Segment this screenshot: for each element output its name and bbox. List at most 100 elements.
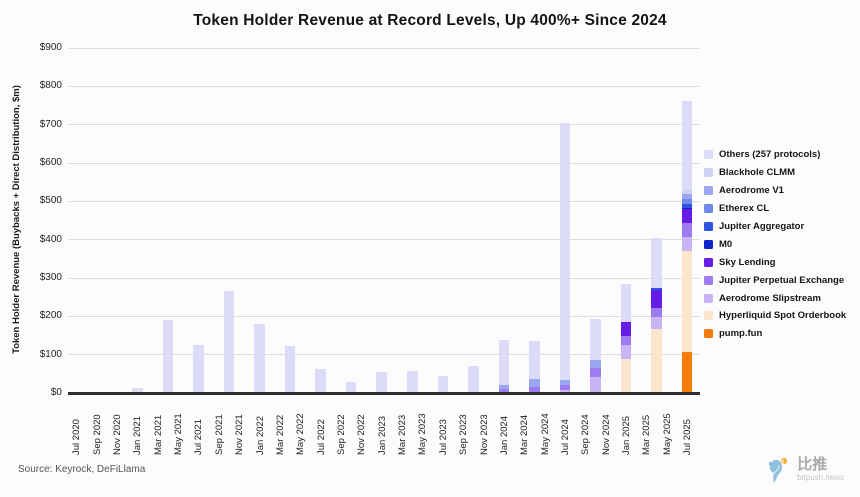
bar-segment-others-257-protocols- xyxy=(559,122,571,381)
bar-oct-2023 xyxy=(468,365,479,393)
bar-jan-2023 xyxy=(376,371,387,393)
y-tick-label: $500 xyxy=(39,195,62,207)
gridline xyxy=(68,277,700,279)
bird-logo-icon: 0 xyxy=(769,458,788,483)
bar-segment-sky-lending xyxy=(620,322,632,336)
legend-label: Jupiter Aggregator xyxy=(719,221,805,232)
x-tick-label: May 2021 xyxy=(173,413,185,455)
bar-segment-jupiter-perpetual-exchange xyxy=(590,368,601,377)
bar-segment-aerodrome-v1 xyxy=(498,384,510,390)
bar-segment-sky-lending xyxy=(681,209,693,224)
legend-item-aerodrome-slipstream: Aerodrome Slipstream xyxy=(704,289,846,307)
bar-apr-2022 xyxy=(284,346,296,393)
bar-segment-etherex-cl xyxy=(681,199,693,205)
legend-item-m0: M0 xyxy=(704,235,846,253)
x-tick-label: Jul 2020 xyxy=(71,419,83,455)
x-tick-label: Mar 2025 xyxy=(641,414,653,455)
bar-jul-2022 xyxy=(315,369,326,393)
legend-label: Blackhole CLMM xyxy=(719,167,796,179)
legend-swatch xyxy=(704,222,713,231)
bar-jul-2024 xyxy=(559,122,571,393)
bar-segment-jupiter-perpetual-exchange xyxy=(651,307,662,317)
legend-label: Etherex CL xyxy=(719,203,770,215)
bar-segment-jupiter-aggregator xyxy=(651,287,662,291)
bar-segment-others-257-protocols- xyxy=(376,371,387,393)
bar-apr-2025 xyxy=(651,237,662,393)
bar-jul-2025 xyxy=(681,101,693,393)
legend-label: Aerodrome Slipstream xyxy=(719,292,821,304)
svg-text:0: 0 xyxy=(782,460,785,466)
x-tick-label: Mar 2021 xyxy=(152,414,164,455)
bar-apr-2023 xyxy=(407,370,418,393)
bar-segment-others-257-protocols- xyxy=(529,340,540,380)
x-tick-label: Jan 2024 xyxy=(498,415,510,455)
bar-segment-others-257-protocols- xyxy=(407,370,418,393)
legend-swatch xyxy=(704,186,713,196)
y-axis-title: Token Holder Revenue (Buybacks + Direct … xyxy=(11,85,22,354)
bar-apr-2024 xyxy=(529,340,540,393)
plot-area: $0 $100 $200 $300 $400 $500 $600 $700 $800 $900 Ju… xyxy=(40,42,700,455)
gridline xyxy=(68,315,700,317)
bar-segment-others-257-protocols- xyxy=(437,376,449,393)
bar-oct-2021 xyxy=(223,291,235,393)
y-tick-label: $600 xyxy=(39,157,62,168)
bar-segment-aerodrome-v1 xyxy=(681,194,693,200)
x-tick-label: Mar 2023 xyxy=(397,414,409,455)
bar-segment-jupiter-perpetual-exchange xyxy=(620,335,632,345)
legend-swatch xyxy=(704,150,713,160)
bar-jan-2025 xyxy=(620,283,632,393)
bar-segment-jupiter-aggregator xyxy=(681,204,693,208)
bar-segment-jupiter-perpetual-exchange xyxy=(529,386,540,393)
legend-item-jupiter-aggregator: Jupiter Aggregator xyxy=(704,218,846,236)
y-tick-label: $300 xyxy=(39,272,62,283)
legend-swatch xyxy=(704,329,713,339)
bar-segment-aerodrome-slipstream xyxy=(651,316,662,329)
bar-segment-others-257-protocols- xyxy=(498,339,510,385)
x-tick-label: Jul 2025 xyxy=(682,419,694,455)
gridline xyxy=(68,239,700,241)
bar-segment-others-257-protocols- xyxy=(223,291,235,393)
bar-segment-aerodrome-slipstream xyxy=(590,376,601,393)
bar-segment-aerodrome-slipstream xyxy=(559,389,571,393)
bar-segment-others-257-protocols- xyxy=(284,346,296,393)
x-tick-label: Nov 2023 xyxy=(478,414,490,455)
legend-swatch xyxy=(704,204,713,214)
legend-label: Aerodrome V1 xyxy=(719,185,784,197)
bar-apr-2021 xyxy=(162,320,174,393)
source-caption: Source: Keyrock, DeFiLlama xyxy=(18,464,146,475)
y-tick-label: $800 xyxy=(39,80,62,92)
legend-label: Hyperliquid Spot Orderbook xyxy=(719,310,847,322)
bar-segment-jupiter-perpetual-exchange xyxy=(498,389,510,393)
x-tick-label: Sep 2024 xyxy=(580,414,592,455)
y-tick-label: $900 xyxy=(39,42,62,53)
bar-jul-2023 xyxy=(437,376,449,393)
x-tick-label: Jan 2022 xyxy=(254,415,266,455)
chart-legend: Others (257 protocols) Blackhole CLMM Aero… xyxy=(704,146,846,343)
x-tick-label: Sep 2021 xyxy=(213,414,225,455)
bar-segment-hyperliquid-spot-orderbook xyxy=(651,328,662,393)
x-tick-label: Sep 2020 xyxy=(91,414,103,455)
x-tick-label: Mar 2024 xyxy=(519,414,531,455)
bar-segment-aerodrome-slipstream xyxy=(681,237,693,251)
bar-segment-blackhole-clmm xyxy=(681,190,693,195)
legend-item-blackhole-clmm: Blackhole CLMM xyxy=(704,164,846,182)
bar-segment-others-257-protocols- xyxy=(468,365,479,393)
gridline xyxy=(68,47,700,49)
bar-jan-2021 xyxy=(132,387,143,393)
bar-jan-2022 xyxy=(254,324,265,393)
bar-oct-2022 xyxy=(345,381,357,393)
watermark-name: 比推 xyxy=(797,456,828,473)
y-tick-label: $400 xyxy=(39,233,62,245)
x-tick-label: Nov 2020 xyxy=(111,414,123,455)
legend-label: M0 xyxy=(719,238,733,250)
legend-label: Sky Lending xyxy=(719,256,776,268)
legend-item-hyperliquid-spot-orderbook: Hyperliquid Spot Orderbook xyxy=(704,307,846,325)
legend-label: pump.fun xyxy=(719,328,763,340)
bar-segment-others-257-protocols- xyxy=(681,101,693,191)
bar-segment-aerodrome-slipstream xyxy=(620,344,632,359)
gridline xyxy=(68,162,700,164)
chart-title: Token Holder Revenue at Record Levels, U… xyxy=(193,12,667,29)
x-tick-label: May 2022 xyxy=(295,413,307,455)
x-tick-label: Nov 2022 xyxy=(356,414,368,455)
legend-item-pump-fun: pump.fun xyxy=(704,325,846,343)
